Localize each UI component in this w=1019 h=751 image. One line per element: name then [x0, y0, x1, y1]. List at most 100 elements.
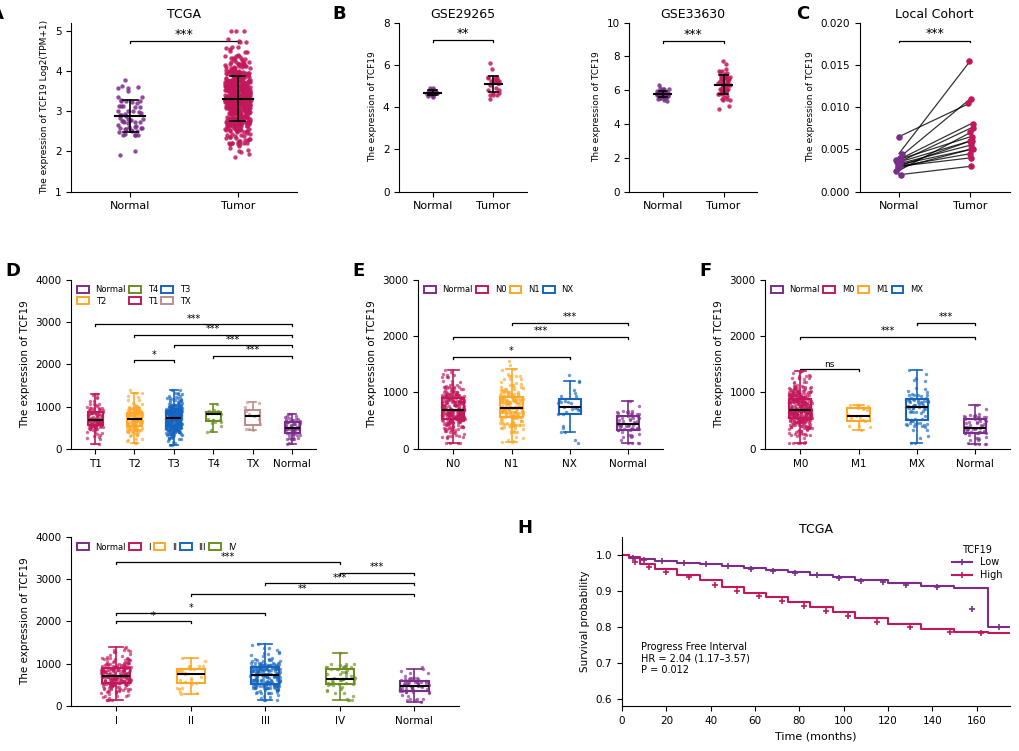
Point	[235, 72, 252, 84]
Point	[118, 408, 135, 420]
Point	[100, 659, 116, 671]
Y-axis label: The expression of TCF19 Log2(TPM+1): The expression of TCF19 Log2(TPM+1)	[41, 20, 50, 195]
Point	[166, 421, 182, 433]
Point	[444, 416, 461, 428]
Point	[796, 395, 812, 407]
Point	[230, 58, 247, 70]
Point	[977, 431, 994, 443]
Point	[454, 406, 471, 418]
Point	[490, 77, 506, 89]
Point	[94, 680, 110, 692]
Point	[124, 425, 141, 437]
Point	[794, 418, 810, 430]
Point	[242, 84, 258, 96]
Point	[104, 675, 120, 687]
Point	[233, 81, 250, 93]
Point	[131, 116, 148, 128]
Point	[788, 408, 804, 420]
Point	[159, 435, 175, 447]
Point	[797, 421, 813, 433]
Point	[107, 671, 123, 683]
Point	[125, 413, 142, 425]
Point	[623, 431, 639, 443]
Point	[162, 439, 178, 451]
Point	[128, 125, 145, 137]
Point	[440, 394, 457, 406]
Point	[436, 389, 452, 401]
Point	[448, 399, 465, 411]
Point	[917, 393, 933, 405]
Point	[780, 427, 796, 439]
Point	[160, 406, 176, 418]
Point	[278, 439, 294, 451]
Point	[109, 659, 125, 671]
Point	[493, 402, 510, 414]
Point	[508, 412, 525, 424]
Point	[108, 662, 124, 674]
Text: ***: ***	[370, 562, 384, 572]
Point	[422, 86, 438, 98]
Point	[238, 81, 255, 93]
Point	[795, 409, 811, 421]
Point	[508, 426, 525, 438]
Point	[785, 408, 801, 420]
Point	[230, 101, 247, 113]
Point	[499, 434, 516, 446]
Point	[159, 416, 175, 428]
Point	[221, 80, 237, 92]
Point	[227, 69, 244, 81]
Point	[455, 400, 472, 412]
Point	[787, 394, 803, 406]
Point	[220, 99, 236, 111]
Point	[88, 421, 104, 433]
Point	[515, 393, 531, 405]
Point	[119, 671, 136, 683]
Point	[130, 424, 147, 436]
Point	[240, 409, 257, 421]
Point	[793, 406, 809, 418]
Point	[918, 395, 934, 407]
Point	[87, 423, 103, 435]
Point	[128, 415, 145, 427]
Point	[118, 670, 135, 682]
Point	[162, 424, 178, 436]
Point	[166, 412, 182, 424]
Point	[609, 418, 626, 430]
Point	[962, 426, 978, 438]
Point	[206, 416, 222, 428]
Point	[131, 413, 148, 425]
Point	[415, 692, 431, 704]
Point	[115, 659, 131, 671]
Point	[800, 388, 816, 400]
Point	[219, 77, 235, 89]
Point	[228, 116, 245, 128]
Point	[650, 89, 666, 101]
Point	[256, 690, 272, 702]
Point	[251, 657, 267, 669]
Point	[799, 401, 815, 413]
Point	[446, 396, 463, 408]
Point	[164, 427, 180, 439]
Point	[514, 419, 530, 431]
Point	[717, 85, 734, 97]
Point	[236, 67, 253, 79]
Point	[718, 77, 735, 89]
Point	[437, 399, 453, 411]
Point	[331, 678, 347, 690]
Point	[116, 122, 132, 134]
Point	[163, 406, 179, 418]
Point	[110, 681, 126, 693]
Point	[246, 665, 262, 677]
Point	[789, 415, 805, 427]
Point	[89, 427, 105, 439]
Point	[795, 399, 811, 411]
Point	[801, 418, 817, 430]
Point	[620, 407, 636, 419]
Point	[172, 410, 189, 422]
Point	[163, 421, 179, 433]
Point	[218, 95, 234, 107]
Point	[976, 439, 993, 451]
Point	[95, 677, 111, 689]
Point	[909, 396, 925, 408]
Point	[966, 409, 982, 421]
